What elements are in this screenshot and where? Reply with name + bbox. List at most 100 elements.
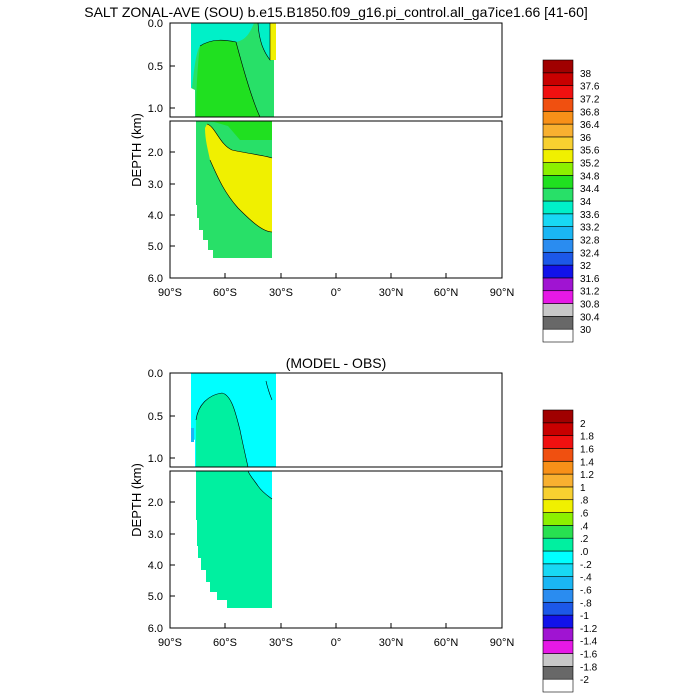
- x-tick-label: 60°S: [213, 637, 237, 649]
- salinity-fill-34-4-u: [196, 40, 260, 117]
- colorbar-label: 38: [580, 69, 592, 80]
- colorbar-swatch: [542, 72, 574, 86]
- colorbar-swatch: [542, 85, 574, 99]
- colorbar-label: -.2: [580, 560, 592, 571]
- colorbar-label: 36: [580, 133, 592, 144]
- upper-plot-frame: [169, 372, 503, 468]
- colorbar-swatch: [542, 640, 574, 654]
- colorbar-swatch: [542, 473, 574, 488]
- colorbar-swatch: [542, 123, 574, 138]
- colorbar-label: 33.2: [580, 223, 600, 234]
- colorbar-swatch: [542, 162, 574, 176]
- x-tick-label: 90°S: [158, 637, 182, 649]
- y-tick-label: 5.0: [148, 591, 163, 603]
- colorbar-label: -.8: [580, 598, 592, 609]
- x-tick-label: 30°N: [379, 637, 404, 649]
- colorbar-label: -.4: [580, 573, 592, 584]
- x-tick-label: 60°N: [434, 637, 459, 649]
- y-tick-label: 0.5: [148, 61, 163, 73]
- colorbar-label: -1.6: [580, 650, 598, 661]
- colorbar-swatch: [542, 525, 574, 539]
- colorbar-label: -1.8: [580, 662, 598, 673]
- colorbar-label: 32.4: [580, 248, 600, 259]
- colorbar-label: 37.6: [580, 82, 600, 93]
- diff-fill-green-lower: [196, 471, 272, 608]
- colorbar-label: -.6: [580, 585, 592, 596]
- salinity-fill-34-4-lower: [200, 121, 272, 140]
- colorbar-label: 34: [580, 197, 592, 208]
- colorbar-label: 1.8: [580, 432, 594, 443]
- colorbar-swatch: [542, 110, 574, 125]
- y-tick-label: 2.0: [148, 497, 163, 509]
- colorbar: -2 -1.8-1.6 -1.4 -1.2 -1 -.8 -.6-.4 -.2 .0 .2 .4.6…: [542, 409, 598, 693]
- colorbar-swatch: [542, 303, 574, 317]
- colorbar-swatch: [542, 486, 574, 501]
- salinity-fill-35-u: [270, 23, 276, 60]
- colorbar-label: 36.8: [580, 107, 600, 118]
- colorbar-label: .0: [580, 547, 589, 558]
- colorbar-label: 36.4: [580, 120, 600, 131]
- salinity-fill-33-6: [191, 23, 254, 88]
- colorbar-label: 35.2: [580, 159, 600, 170]
- colorbar-swatch: [542, 550, 574, 565]
- y-tick-label: 1.0: [148, 103, 163, 115]
- colorbar-label: 30.4: [580, 312, 600, 323]
- y-tick-label: 6.0: [148, 273, 163, 285]
- colorbar-swatch: [542, 136, 574, 151]
- colorbar-swatch: [542, 448, 574, 462]
- colorbar-label: 31.6: [580, 274, 600, 285]
- colorbar-swatch: [542, 422, 574, 436]
- x-axis: 90°S 60°S 30°S 0° 30°N 60°N 90°N: [158, 273, 514, 299]
- x-axis: 90°S 60°S 30°S 0° 30°N 60°N 90°N: [158, 623, 514, 649]
- diff-fill-teal-strip: [191, 428, 194, 442]
- colorbar-swatch: [542, 98, 574, 112]
- colorbar-label: .2: [580, 534, 589, 545]
- y-tick-label: 3.0: [148, 529, 163, 541]
- diff-contour-u: [195, 380, 273, 467]
- colorbar-swatch: [542, 187, 574, 202]
- colorbar-label: 32.8: [580, 235, 600, 246]
- colorbar-label: 31.2: [580, 287, 600, 298]
- colorbar-swatch: [542, 226, 574, 240]
- colorbar-swatch: [542, 316, 574, 330]
- x-tick-label: 90°S: [158, 287, 182, 299]
- colorbar-label: 1.2: [580, 470, 594, 481]
- colorbar-label: 1.6: [580, 444, 594, 455]
- colorbar-label: .4: [580, 521, 589, 532]
- panel-subtitle: (MODEL - OBS): [286, 355, 387, 371]
- colorbar-label: .6: [580, 509, 589, 520]
- colorbar-swatch: [542, 627, 574, 642]
- colorbar-swatch: [542, 589, 574, 603]
- x-tick-label: 0°: [331, 287, 342, 299]
- colorbar-swatch: [542, 499, 574, 513]
- colorbar-label: -1.4: [580, 637, 598, 648]
- colorbar-swatch: [542, 59, 574, 74]
- colorbar-swatch: [542, 200, 574, 215]
- y-tick-label: 2.0: [148, 147, 163, 159]
- diff-fill-cyan-lower: [248, 471, 272, 499]
- upper-plot-frame: [169, 22, 503, 118]
- y-tick-label: 4.0: [148, 560, 163, 572]
- x-tick-label: 90°N: [490, 287, 515, 299]
- difference-panel: (MODEL - OBS) 0.0 0.5 1.0: [129, 355, 598, 693]
- x-tick-label: 0°: [331, 637, 342, 649]
- colorbar-swatch: [542, 251, 574, 266]
- colorbar-swatch: [542, 175, 574, 189]
- colorbar-swatch: [542, 277, 574, 292]
- diff-contour-lower: [247, 471, 273, 500]
- salinity-contour-lower: [206, 123, 273, 233]
- x-tick-label: 60°N: [434, 287, 459, 299]
- y-tick-label: 0.0: [148, 368, 163, 380]
- y-axis-upper: 0.0 0.5 1.0: [148, 18, 175, 115]
- x-tick-label: 30°N: [379, 287, 404, 299]
- colorbar-label: 1.4: [580, 457, 594, 468]
- colorbar-label: 30: [580, 325, 592, 336]
- x-tick-label: 30°S: [269, 637, 293, 649]
- colorbar-swatch: [542, 328, 574, 343]
- colorbar-label: 1: [580, 483, 586, 494]
- y-tick-label: 4.0: [148, 210, 163, 222]
- colorbar: 30 30.430.8 31.2 31.6 32 32.4 32.833.2 33.6 34 34…: [542, 59, 600, 343]
- colorbar-swatch: [542, 576, 574, 590]
- colorbar-swatch: [542, 653, 574, 667]
